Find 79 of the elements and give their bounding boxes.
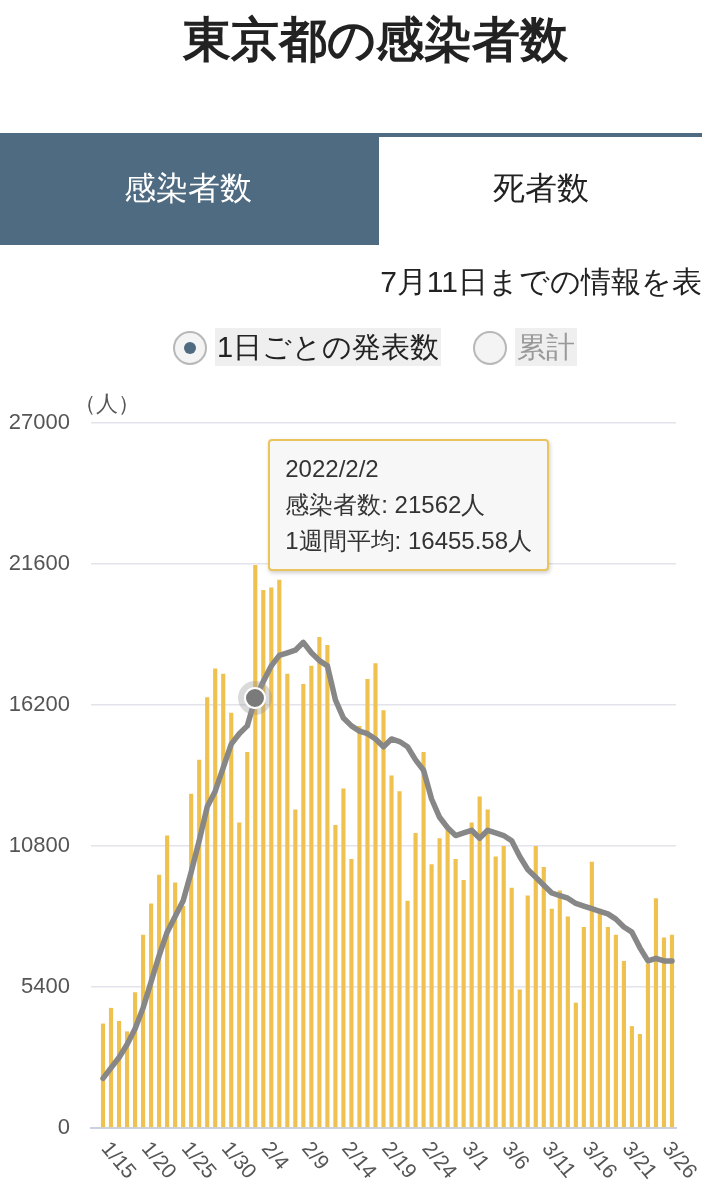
x-tick-label: 2/9 <box>297 1136 335 1174</box>
bar <box>653 898 659 1128</box>
bar <box>509 887 514 1128</box>
bar <box>605 926 610 1128</box>
y-tick-label: 10800 <box>8 832 70 858</box>
y-tick-label: 21600 <box>8 550 70 576</box>
bar <box>453 859 458 1128</box>
bar <box>613 934 618 1128</box>
x-tick-label: 2/19 <box>378 1136 422 1183</box>
bar <box>221 673 226 1128</box>
bar <box>421 752 426 1128</box>
text: 1日ごとの発表数 <box>215 328 442 366</box>
bar <box>485 809 490 1128</box>
bar <box>629 1026 635 1128</box>
x-tick-label: 2/4 <box>257 1136 295 1174</box>
bar <box>413 832 418 1128</box>
bar <box>245 752 250 1128</box>
bar <box>581 926 586 1128</box>
bar <box>525 895 530 1128</box>
bar <box>277 579 282 1128</box>
bar <box>637 1034 643 1128</box>
y-tick-label: 27000 <box>8 409 70 435</box>
bar <box>517 989 522 1128</box>
bar <box>669 934 675 1128</box>
bar <box>493 856 498 1128</box>
bar <box>541 866 546 1128</box>
bar <box>333 825 338 1128</box>
bar <box>165 835 170 1128</box>
bar <box>373 663 378 1128</box>
bar <box>381 710 386 1128</box>
y-tick-label: 0 <box>57 1114 70 1140</box>
bar <box>341 788 346 1128</box>
bar <box>365 678 370 1128</box>
bar <box>477 796 482 1128</box>
y-tick-label: 5400 <box>21 973 70 999</box>
x-tick-label: 3/1 <box>458 1136 495 1174</box>
bar <box>429 864 434 1128</box>
bar <box>389 775 394 1128</box>
bar <box>533 846 538 1128</box>
y-axis-title: （人） <box>74 391 140 417</box>
bar <box>397 791 402 1128</box>
bar <box>501 846 506 1128</box>
bar <box>349 859 354 1128</box>
bar <box>589 861 594 1128</box>
bar <box>229 712 234 1128</box>
bar <box>645 963 651 1128</box>
bar <box>253 564 258 1128</box>
bar <box>197 759 202 1128</box>
bar <box>461 879 466 1128</box>
chart-title: 東京都の感染者数 <box>181 12 569 68</box>
bar <box>549 908 554 1128</box>
bar <box>469 822 474 1128</box>
bar <box>269 587 274 1128</box>
bar <box>301 684 306 1128</box>
bar <box>261 590 266 1128</box>
bar <box>293 809 298 1128</box>
bar <box>317 637 322 1128</box>
bar <box>437 838 442 1128</box>
x-tick-label: 3/6 <box>498 1136 535 1174</box>
bar <box>237 822 242 1128</box>
bar <box>189 793 194 1128</box>
bar <box>621 960 626 1128</box>
bar <box>325 644 330 1128</box>
bar <box>285 673 290 1128</box>
bar <box>405 900 410 1128</box>
bar <box>557 890 562 1128</box>
bar <box>173 882 178 1128</box>
y-tick-label: 16200 <box>8 691 70 717</box>
text: 累計 <box>515 328 577 366</box>
bar <box>309 665 314 1128</box>
bar <box>573 1002 578 1128</box>
bar <box>205 697 210 1128</box>
bar <box>213 668 218 1128</box>
bar <box>661 937 667 1128</box>
bar <box>445 830 450 1128</box>
bar <box>357 725 362 1128</box>
bar <box>565 916 570 1128</box>
bar <box>181 906 186 1128</box>
chart-subtitle: 7月11日までの情報を表 <box>380 264 702 300</box>
